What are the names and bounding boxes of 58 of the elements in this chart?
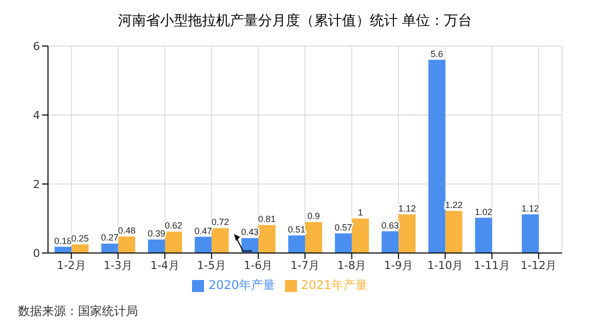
x-tick-label: 1-8月 xyxy=(337,258,366,272)
bar xyxy=(148,240,165,253)
bar xyxy=(522,214,539,253)
bar xyxy=(428,60,446,253)
legend-label: 2021年产量 xyxy=(301,278,368,292)
bar xyxy=(72,244,89,253)
x-tick-label: 1-6月 xyxy=(244,258,273,272)
bar xyxy=(258,225,276,253)
source-note: 数据来源：国家统计局 xyxy=(18,303,138,320)
x-tick-label: 1-10月 xyxy=(427,258,464,272)
bar xyxy=(398,214,416,253)
x-tick-label: 1-3月 xyxy=(104,258,133,272)
data-label: 1 xyxy=(358,208,363,218)
bar xyxy=(212,228,229,253)
bar xyxy=(334,233,352,253)
data-label: 0.39 xyxy=(148,228,166,239)
data-label: 0.25 xyxy=(71,233,89,244)
x-tick-label: 1-12月 xyxy=(520,258,557,272)
bar xyxy=(164,232,182,253)
bar xyxy=(305,222,322,253)
bar xyxy=(101,244,118,253)
data-label: 0.18 xyxy=(54,236,72,246)
x-tick-label: 1-11月 xyxy=(474,258,510,272)
data-label: 5.6 xyxy=(430,48,444,59)
x-tick-label: 1-2月 xyxy=(56,258,86,272)
data-label: 1.22 xyxy=(445,200,463,210)
x-tick-label: 1-7月 xyxy=(290,258,320,272)
legend-label: 2020年产量 xyxy=(208,278,275,292)
chart-title: 河南省小型拖拉机产量分月度（累计值）统计 单位：万台 xyxy=(116,12,474,31)
data-label: 0.57 xyxy=(334,222,352,232)
x-tick-label: 1-5月 xyxy=(197,258,226,272)
data-label: 0.48 xyxy=(118,225,136,236)
data-label: 1.02 xyxy=(474,206,492,217)
data-label: 0.51 xyxy=(288,224,306,234)
y-tick-label: 2 xyxy=(33,178,40,191)
y-tick-label: 0 xyxy=(33,246,40,260)
bar xyxy=(288,235,306,253)
data-label: 0.62 xyxy=(164,220,182,231)
data-label: 0.63 xyxy=(381,220,399,230)
y-tick-label: 6 xyxy=(33,40,40,53)
bar xyxy=(475,218,492,253)
bar xyxy=(118,236,136,253)
data-label: 0.72 xyxy=(211,217,229,228)
data-label: 1.12 xyxy=(398,203,416,214)
bar xyxy=(382,231,399,253)
data-label: 0.47 xyxy=(194,226,212,236)
bar xyxy=(352,218,369,253)
x-tick-label: 1-9月 xyxy=(384,258,413,272)
data-label: 1.12 xyxy=(522,203,540,214)
data-label: 0.43 xyxy=(241,227,259,238)
bar xyxy=(194,236,212,253)
data-label: 0.27 xyxy=(101,232,119,243)
data-label: 0.9 xyxy=(307,210,320,221)
x-tick-label: 1-4月 xyxy=(150,258,180,272)
bar xyxy=(241,238,258,253)
y-tick-label: 4 xyxy=(33,108,40,122)
bar xyxy=(445,210,462,253)
data-label: 0.81 xyxy=(258,214,276,224)
